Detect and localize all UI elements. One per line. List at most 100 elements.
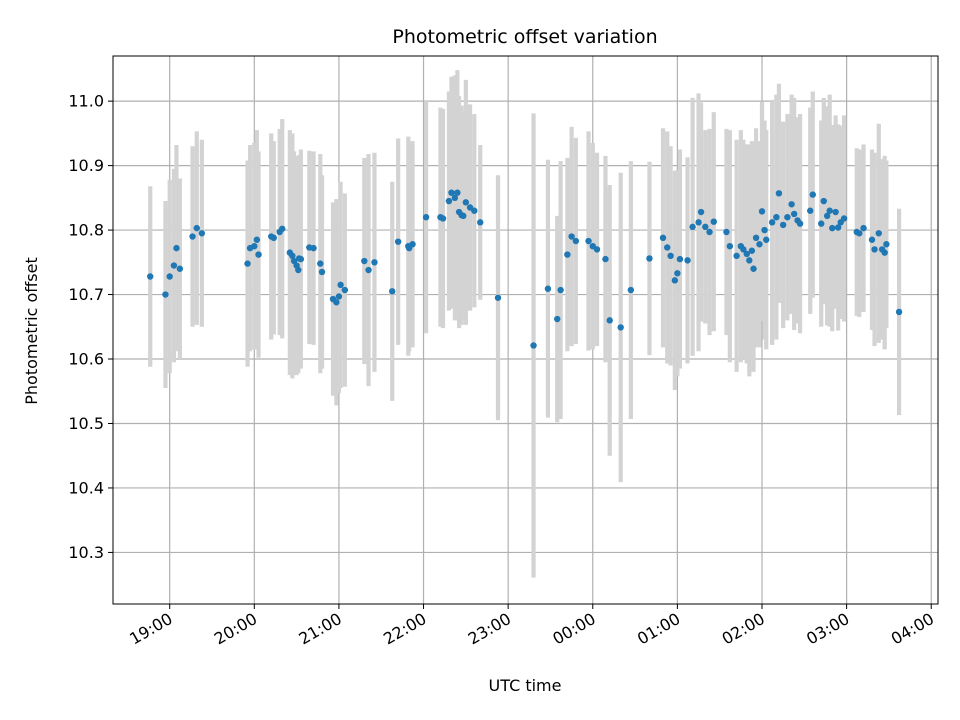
data-point <box>310 244 317 252</box>
data-point <box>740 246 747 253</box>
data-point <box>818 220 825 227</box>
data-point <box>761 226 768 234</box>
data-points <box>147 189 903 349</box>
data-point <box>697 208 705 216</box>
data-point <box>820 197 827 205</box>
data-point <box>895 308 903 316</box>
data-point <box>166 273 173 280</box>
data-point <box>147 273 154 280</box>
data-point <box>173 244 180 252</box>
data-point <box>875 230 882 237</box>
data-point <box>746 257 753 264</box>
data-point <box>748 247 756 254</box>
y-axis-ticks: 10.3 10.4 10.5 10.6 10.7 10.8 10.9 11.0 <box>68 92 113 562</box>
data-point <box>297 255 305 263</box>
data-point <box>829 224 836 232</box>
data-point <box>572 237 580 245</box>
data-point <box>779 221 787 229</box>
data-point <box>371 259 378 266</box>
data-point <box>784 213 791 221</box>
data-point <box>460 212 467 220</box>
data-point <box>723 228 730 236</box>
data-point <box>676 255 684 263</box>
data-point <box>333 299 340 306</box>
data-point <box>807 207 814 214</box>
data-point <box>337 281 344 289</box>
data-point <box>170 262 178 269</box>
data-point <box>768 219 776 226</box>
data-point <box>289 252 296 260</box>
data-point <box>671 277 679 284</box>
data-point <box>664 244 671 251</box>
data-point <box>823 212 831 220</box>
data-point <box>176 265 184 272</box>
data-point <box>279 225 286 232</box>
data-point <box>826 207 833 214</box>
data-point <box>684 257 691 264</box>
data-point <box>840 215 848 222</box>
data-point <box>695 219 702 226</box>
data-point <box>255 251 262 258</box>
y-tick-label: 10.9 <box>68 156 104 175</box>
x-axis-label: UTC time <box>489 676 562 695</box>
data-point <box>318 268 326 276</box>
data-point <box>860 224 867 232</box>
data-point <box>445 197 453 205</box>
data-point <box>689 223 696 231</box>
data-point <box>883 241 890 248</box>
data-point <box>162 291 169 298</box>
data-point <box>674 270 681 277</box>
data-point <box>317 260 324 267</box>
data-point <box>341 286 349 294</box>
y-tick-label: 11.0 <box>68 92 104 111</box>
data-point <box>832 208 839 216</box>
data-point <box>544 285 552 292</box>
data-point <box>451 194 459 202</box>
data-point <box>462 199 470 206</box>
data-point <box>743 250 750 258</box>
data-point <box>606 317 613 324</box>
data-point <box>554 315 561 323</box>
data-point <box>796 220 804 227</box>
data-point <box>189 233 196 240</box>
data-point <box>659 234 667 242</box>
data-point <box>448 189 455 196</box>
data-point <box>790 210 798 218</box>
data-point <box>856 230 863 237</box>
data-point <box>253 236 261 243</box>
y-tick-label: 10.3 <box>68 543 104 562</box>
data-point <box>530 342 537 349</box>
data-point <box>193 224 200 232</box>
data-point <box>809 191 816 198</box>
data-point <box>564 251 571 258</box>
data-point <box>365 266 372 274</box>
data-point <box>361 257 368 265</box>
data-point <box>710 218 717 225</box>
data-point <box>494 294 502 301</box>
data-point <box>251 242 258 250</box>
data-point <box>335 293 343 300</box>
data-point <box>702 223 709 231</box>
data-point <box>667 252 674 260</box>
y-tick-label: 10.4 <box>68 478 104 497</box>
data-point <box>471 207 478 214</box>
data-point <box>602 255 609 263</box>
data-point <box>593 246 601 253</box>
data-point <box>454 189 461 196</box>
data-point <box>706 228 713 236</box>
data-point <box>627 286 635 294</box>
data-point <box>389 288 396 295</box>
data-point <box>557 286 564 294</box>
data-point <box>881 249 888 256</box>
data-point <box>477 219 484 226</box>
data-point <box>394 238 402 245</box>
data-point <box>646 255 653 262</box>
data-point <box>568 233 575 240</box>
data-point <box>788 201 795 208</box>
data-point <box>758 208 766 215</box>
data-point <box>834 224 842 231</box>
y-tick-label: 10.5 <box>68 414 104 433</box>
data-point <box>763 236 770 243</box>
